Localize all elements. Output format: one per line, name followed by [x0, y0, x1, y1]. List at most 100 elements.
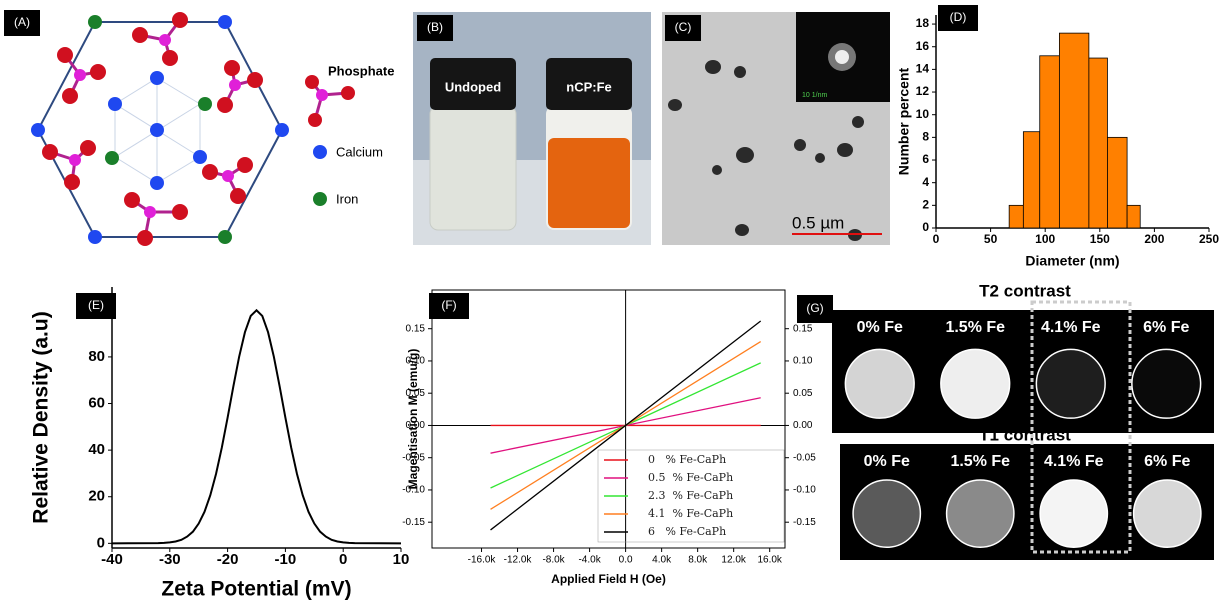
x-tick-label: -16.0k: [468, 555, 497, 566]
x-tick-label: 4.0k: [652, 555, 672, 566]
sample-image: [1134, 480, 1201, 547]
bar: [1059, 33, 1088, 228]
x-tick-label: 12.0k: [721, 555, 746, 566]
y-tick-label: -0.15: [402, 517, 425, 528]
panel-label: (F): [441, 298, 456, 312]
y2-tick-label: 0.00: [793, 420, 813, 431]
y2-tick-label: 0.05: [793, 388, 813, 399]
bar: [1040, 56, 1060, 228]
bar: [1009, 205, 1023, 228]
panel-g: (G) T2 contrast 0% Fe 1.5% Fe 4.1% Fe 6% Fe T…: [797, 281, 1214, 560]
panel-c: 10 1/nm 0.5 µm (C): [662, 12, 890, 245]
sample-image: [853, 480, 920, 547]
sample-label: 6% Fe: [1144, 453, 1190, 470]
y2-tick-label: 0.15: [793, 323, 813, 334]
vial-label: Undoped: [445, 79, 501, 94]
y-axis-title: Relative Density (a.u): [30, 311, 53, 523]
x-tick-label: 150: [1090, 232, 1110, 246]
x-tick-label: 250: [1199, 232, 1219, 246]
row-title: T2 contrast: [979, 281, 1071, 300]
y-axis-title: Number percent: [896, 67, 912, 175]
vial-liquid: [548, 138, 630, 228]
y-tick-label: 0: [922, 220, 929, 234]
y2-tick-label: -0.05: [793, 452, 816, 463]
legend-swatch: [313, 145, 327, 159]
y-tick-label: 20: [88, 488, 105, 505]
legend-label: 0 % Fe-CaPh: [648, 453, 726, 466]
panel-label: (E): [88, 298, 104, 312]
x-tick-label: 10: [393, 551, 410, 568]
x-axis-title: Zeta Potential (mV): [161, 578, 351, 601]
y-axis-title: Magentisation M (emu/g): [406, 349, 420, 490]
legend-label: Iron: [336, 191, 358, 206]
bar: [1107, 137, 1127, 228]
panel-label: (B): [427, 20, 443, 34]
x-tick-label: -30: [159, 551, 181, 568]
panel-a: (A): [4, 10, 394, 246]
panel-b: Undoped nCP:Fe (B): [413, 12, 651, 245]
x-tick-label: 200: [1144, 232, 1164, 246]
sample-label: 0% Fe: [864, 453, 910, 470]
legend-label: 0.5 % Fe-CaPh: [648, 471, 733, 484]
panel-label: (G): [806, 301, 823, 315]
x-tick-label: -4.0k: [578, 555, 601, 566]
x-tick-label: 50: [984, 232, 998, 246]
y-tick-label: 6: [922, 152, 929, 166]
x-tick-label: -20: [217, 551, 239, 568]
x-tick-label: 0: [933, 232, 940, 246]
panel-label: (D): [950, 10, 967, 24]
sample-image: [845, 349, 914, 418]
x-tick-label: 0: [339, 551, 347, 568]
row-title: T1 contrast: [979, 425, 1071, 444]
y-tick-label: 14: [916, 62, 930, 76]
x-tick-label: -40: [101, 551, 123, 568]
sample-label: 0% Fe: [857, 319, 903, 336]
vial: [430, 106, 516, 230]
vial-label: nCP:Fe: [566, 79, 612, 94]
legend-label: 2.3 % Fe-CaPh: [648, 489, 733, 502]
phosphate-icon: [305, 75, 355, 127]
sample-label: 4.1% Fe: [1044, 453, 1104, 470]
y-tick-label: 12: [916, 84, 930, 98]
y-tick-label: 8: [922, 130, 929, 144]
scale-label: 0.5 µm: [792, 213, 844, 232]
diffraction-center: [835, 50, 849, 64]
sample-image: [1036, 349, 1105, 418]
bar: [1127, 205, 1140, 228]
sample-label: 4.1% Fe: [1041, 319, 1101, 336]
x-tick-label: 100: [1035, 232, 1055, 246]
x-tick-label: 8.0k: [688, 555, 708, 566]
sample-label: 1.5% Fe: [945, 319, 1005, 336]
y2-tick-label: 0.10: [793, 356, 813, 367]
x-tick-label: 16.0k: [757, 555, 782, 566]
y-tick-label: 60: [88, 394, 105, 411]
x-tick-label: -8.0k: [542, 555, 565, 566]
sample-image: [1132, 349, 1201, 418]
legend-label: Calcium: [336, 144, 383, 159]
legend-label: Phosphate: [328, 63, 394, 78]
y-tick-label: 10: [916, 107, 930, 121]
x-tick-label: 0.0: [619, 555, 633, 566]
figure: (A): [0, 0, 1222, 602]
y-tick-label: 4: [922, 175, 929, 189]
y-tick-label: 18: [916, 16, 930, 30]
chart: -40-30-20-10010020406080100Zeta Potentia…: [30, 287, 410, 601]
sample-image: [941, 349, 1010, 418]
legend-label: 6 % Fe-CaPh: [648, 525, 726, 538]
y-tick-label: 2: [922, 198, 929, 212]
y-tick-label: 0: [97, 534, 105, 551]
inset-scale: 10 1/nm: [802, 92, 827, 99]
panel-label: (C): [675, 20, 692, 34]
y2-tick-label: -0.10: [793, 485, 816, 496]
bar: [1089, 58, 1108, 228]
sample-image: [947, 480, 1014, 547]
sample-label: 6% Fe: [1143, 319, 1189, 336]
sample-image: [1040, 480, 1107, 547]
x-tick-label: -10: [275, 551, 297, 568]
y-tick-label: 80: [88, 348, 105, 365]
y-tick-label: 16: [916, 39, 930, 53]
sample-label: 1.5% Fe: [950, 453, 1010, 470]
y-tick-label: 40: [88, 441, 105, 458]
